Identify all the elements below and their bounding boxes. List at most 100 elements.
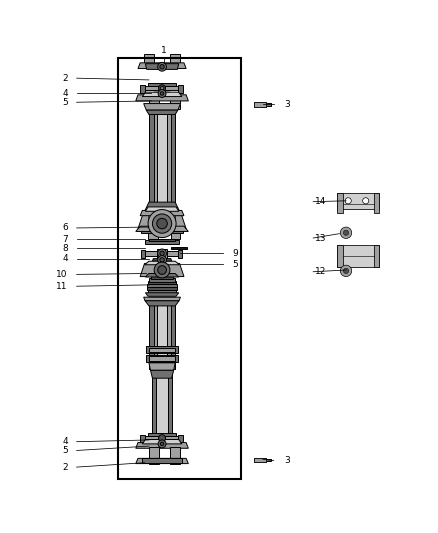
Polygon shape (149, 348, 175, 352)
Polygon shape (148, 281, 176, 284)
Polygon shape (254, 102, 266, 107)
Circle shape (157, 219, 167, 229)
Polygon shape (150, 292, 174, 295)
Polygon shape (148, 433, 176, 437)
Polygon shape (337, 193, 379, 209)
Polygon shape (148, 231, 158, 239)
Text: 4: 4 (62, 89, 68, 98)
Polygon shape (149, 447, 159, 464)
Text: 13: 13 (315, 233, 327, 243)
Polygon shape (170, 447, 180, 464)
Circle shape (343, 268, 349, 273)
Polygon shape (140, 435, 145, 443)
Polygon shape (144, 54, 154, 65)
Polygon shape (152, 259, 172, 261)
Text: 11: 11 (57, 282, 68, 290)
Polygon shape (266, 103, 271, 106)
Polygon shape (178, 250, 182, 258)
Polygon shape (144, 297, 180, 301)
Polygon shape (142, 440, 182, 444)
Circle shape (159, 85, 166, 92)
Polygon shape (178, 435, 183, 443)
Circle shape (158, 440, 166, 448)
Circle shape (158, 62, 166, 71)
Polygon shape (149, 297, 153, 369)
Circle shape (148, 209, 176, 238)
Polygon shape (140, 85, 145, 93)
Polygon shape (374, 193, 379, 213)
Polygon shape (254, 458, 266, 462)
Polygon shape (145, 86, 180, 91)
Text: 7: 7 (62, 235, 68, 244)
Polygon shape (149, 278, 175, 281)
Text: 2: 2 (62, 463, 68, 472)
Polygon shape (153, 92, 171, 94)
Polygon shape (140, 211, 184, 216)
Circle shape (154, 262, 170, 278)
Polygon shape (171, 231, 180, 239)
Text: 1: 1 (161, 46, 167, 55)
Polygon shape (147, 286, 177, 290)
Polygon shape (144, 103, 180, 110)
Polygon shape (136, 226, 188, 231)
Polygon shape (337, 193, 343, 213)
Circle shape (160, 64, 164, 69)
Circle shape (158, 265, 166, 274)
Polygon shape (141, 250, 145, 258)
Circle shape (345, 198, 351, 204)
Polygon shape (254, 102, 266, 107)
Polygon shape (149, 356, 175, 361)
Polygon shape (170, 54, 180, 65)
Polygon shape (136, 95, 188, 101)
Polygon shape (142, 251, 182, 255)
Polygon shape (157, 249, 167, 259)
Polygon shape (149, 239, 175, 241)
Text: 3: 3 (285, 100, 290, 109)
Text: 6: 6 (62, 223, 68, 232)
Polygon shape (146, 355, 178, 362)
Polygon shape (157, 297, 167, 369)
Circle shape (160, 442, 164, 446)
Polygon shape (374, 246, 379, 266)
Polygon shape (146, 110, 178, 115)
Polygon shape (152, 369, 156, 435)
Polygon shape (175, 214, 186, 229)
Text: 5: 5 (62, 98, 68, 107)
Circle shape (159, 435, 166, 442)
Polygon shape (149, 103, 153, 213)
Text: 4: 4 (62, 437, 68, 446)
Polygon shape (142, 92, 182, 96)
Polygon shape (146, 346, 178, 353)
Polygon shape (151, 370, 173, 378)
Text: 14: 14 (315, 197, 327, 206)
Circle shape (340, 227, 352, 238)
Polygon shape (145, 273, 179, 277)
Polygon shape (138, 214, 149, 229)
Text: 5: 5 (232, 260, 238, 269)
Polygon shape (145, 301, 179, 306)
Text: 5: 5 (62, 446, 68, 455)
Polygon shape (148, 289, 176, 293)
Text: 2: 2 (62, 74, 68, 83)
Polygon shape (170, 103, 175, 213)
Polygon shape (145, 207, 179, 211)
Polygon shape (145, 293, 179, 296)
Polygon shape (136, 458, 188, 464)
Polygon shape (171, 247, 187, 249)
Polygon shape (266, 459, 271, 462)
Polygon shape (337, 246, 343, 266)
Polygon shape (149, 363, 175, 370)
Polygon shape (146, 202, 178, 208)
Text: 3: 3 (285, 456, 290, 465)
Circle shape (158, 90, 166, 98)
Polygon shape (168, 369, 172, 435)
Polygon shape (145, 240, 179, 244)
Circle shape (160, 258, 164, 262)
Polygon shape (153, 442, 171, 445)
Polygon shape (144, 208, 180, 213)
Polygon shape (149, 98, 159, 109)
Polygon shape (151, 275, 173, 279)
Text: 12: 12 (315, 267, 327, 276)
Circle shape (158, 249, 166, 258)
Polygon shape (145, 436, 180, 440)
